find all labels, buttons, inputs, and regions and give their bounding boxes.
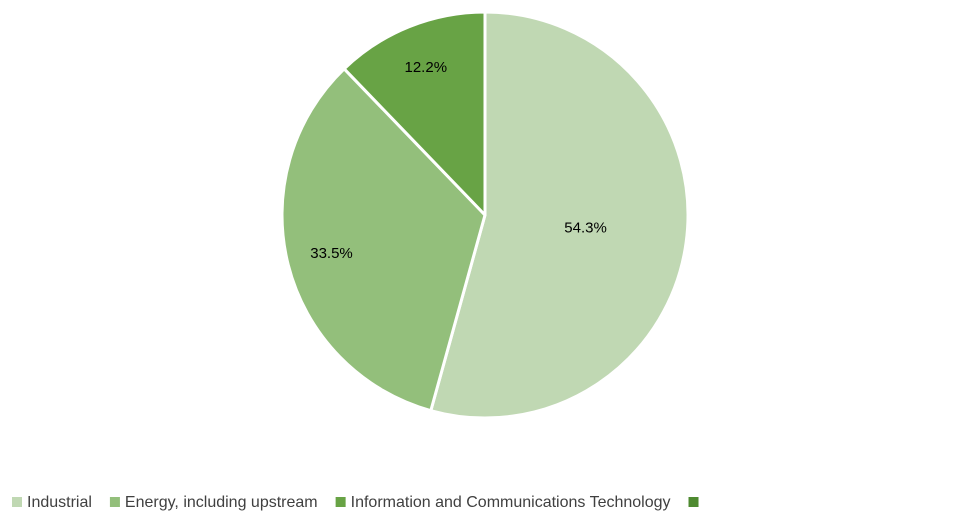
legend-marker (335, 497, 346, 507)
legend-marker (688, 497, 699, 507)
legend-marker (12, 497, 22, 507)
data-label: 12.2% (405, 59, 448, 76)
data-label: 54.3% (564, 220, 607, 237)
slice (429, 10, 690, 420)
legend: Industrial Energy, including upstream Info… (12, 494, 699, 511)
slice (280, 67, 487, 413)
legend-label: Industrial (27, 494, 92, 511)
legend-marker (109, 497, 120, 507)
data-label: 33.5% (310, 245, 353, 262)
legend-label: Energy, including upstream (125, 494, 318, 511)
pie (280, 10, 690, 420)
slice (342, 10, 487, 217)
data-labels: 54.3% 33.5% 12.2% (310, 59, 607, 262)
legend-label: Information and Communications Technolog… (351, 494, 671, 511)
